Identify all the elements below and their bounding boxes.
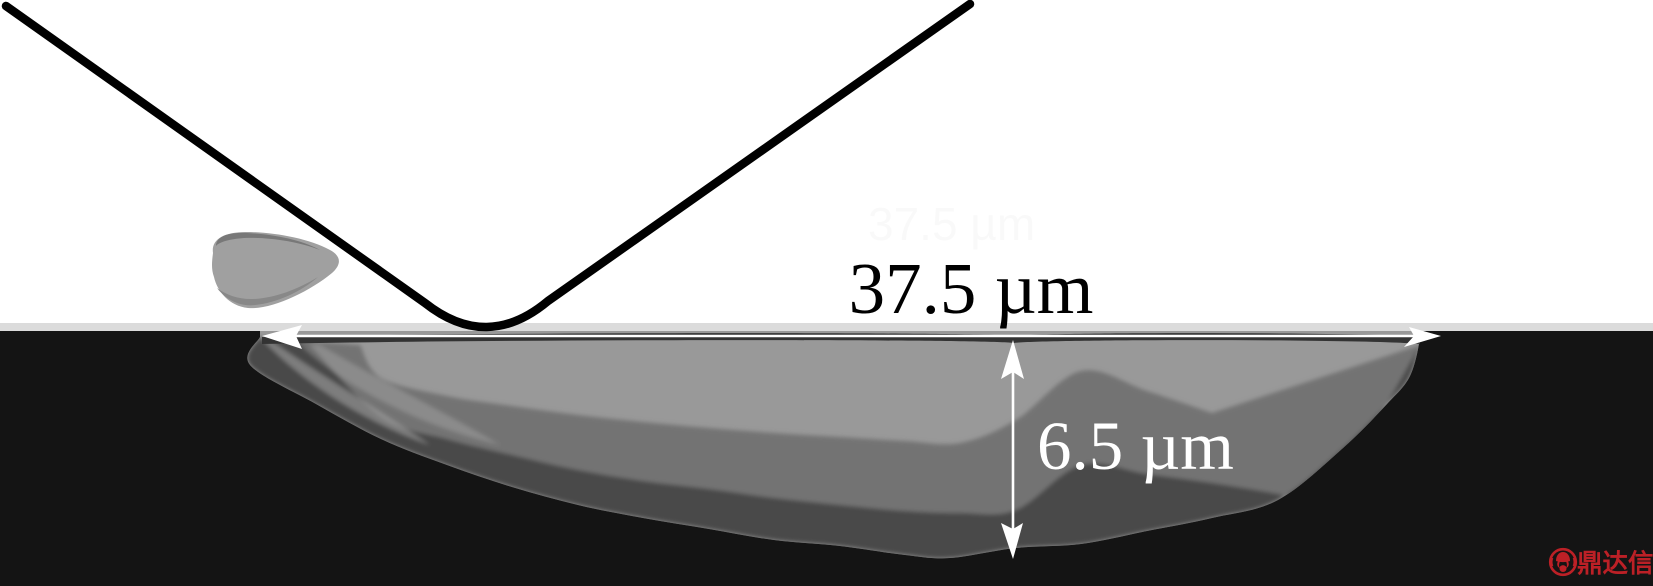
svg-text:鼎达信: 鼎达信 [1577, 550, 1653, 578]
svg-text:37.5 µm: 37.5 µm [868, 198, 1035, 250]
svg-text:37.5 µm: 37.5 µm [849, 248, 1094, 329]
svg-text:6.5 µm: 6.5 µm [1037, 408, 1234, 484]
